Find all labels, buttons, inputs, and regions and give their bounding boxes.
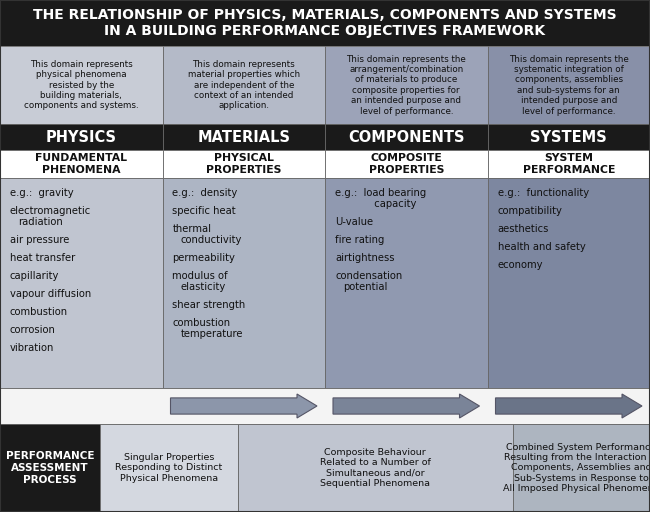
Text: PHYSICAL
PROPERTIES: PHYSICAL PROPERTIES [206,153,281,175]
Text: FUNDAMENTAL
PHENOMENA: FUNDAMENTAL PHENOMENA [35,153,127,175]
Bar [237,424,512,512]
Text: potential: potential [343,282,387,292]
Text: e.g.:  gravity: e.g.: gravity [10,188,73,198]
Bar [162,124,325,150]
Polygon shape [495,394,642,418]
Text: corrosion: corrosion [10,325,56,335]
Text: radiation: radiation [18,217,63,227]
Bar [0,388,650,424]
Bar [488,150,650,178]
Text: SYSTEMS: SYSTEMS [530,130,607,144]
Bar [0,0,650,46]
Text: health and safety: health and safety [497,242,585,252]
Bar [162,150,325,178]
Text: economy: economy [497,260,543,270]
Text: This domain represents the
systematic integration of
components, assemblies
and : This domain represents the systematic in… [509,54,629,116]
Text: PHYSICS: PHYSICS [46,130,117,144]
Text: Singular Properties
Responding to Distinct
Physical Phenomena: Singular Properties Responding to Distin… [115,453,222,483]
Text: elasticity: elasticity [181,282,226,292]
Bar [100,424,237,512]
Text: SYSTEM
PERFORMANCE: SYSTEM PERFORMANCE [523,153,615,175]
Text: This domain represents
physical phenomena
resisted by the
building materials,
co: This domain represents physical phenomen… [24,60,138,110]
Text: combustion: combustion [172,318,231,328]
Text: temperature: temperature [181,329,243,339]
Text: air pressure: air pressure [10,235,70,245]
Text: Composite Behaviour
Related to a Number of
Simultaneous and/or
Sequential Phenom: Composite Behaviour Related to a Number … [320,448,430,488]
Text: shear strength: shear strength [172,300,246,310]
Bar [325,124,488,150]
Text: Combined System Performance
Resulting from the Interaction of
Components, Assemb: Combined System Performance Resulting fr… [503,443,650,493]
Text: modulus of: modulus of [172,271,228,281]
Polygon shape [333,394,480,418]
Text: COMPONENTS: COMPONENTS [348,130,465,144]
Text: e.g.:  load bearing: e.g.: load bearing [335,188,426,198]
Bar [0,124,162,150]
Bar [325,46,488,124]
Text: vibration: vibration [10,343,55,353]
Text: condensation: condensation [335,271,402,281]
Bar [0,150,162,178]
Text: compatibility: compatibility [497,206,562,216]
Bar [0,178,162,388]
Bar [488,124,650,150]
Bar [488,46,650,124]
Text: aesthetics: aesthetics [497,224,549,234]
Text: airtightness: airtightness [335,253,395,263]
Bar [162,178,325,388]
Text: vapour diffusion: vapour diffusion [10,289,91,299]
Bar [0,46,162,124]
Text: e.g.:  functionality: e.g.: functionality [497,188,589,198]
Text: THE RELATIONSHIP OF PHYSICS, MATERIALS, COMPONENTS AND SYSTEMS
IN A BUILDING PER: THE RELATIONSHIP OF PHYSICS, MATERIALS, … [33,8,617,38]
Bar [162,46,325,124]
Text: fire rating: fire rating [335,235,384,245]
Text: MATERIALS: MATERIALS [197,130,291,144]
Text: capillarity: capillarity [10,271,59,281]
Text: conductivity: conductivity [181,235,242,245]
Text: U-value: U-value [335,217,373,227]
Text: heat transfer: heat transfer [10,253,75,263]
Text: PERFORMANCE
ASSESSMENT
PROCESS: PERFORMANCE ASSESSMENT PROCESS [6,452,94,484]
Bar [325,178,488,388]
Text: e.g.:  density: e.g.: density [172,188,238,198]
Text: This domain represents
material properties which
are independent of the
context : This domain represents material properti… [188,60,300,110]
Polygon shape [170,394,317,418]
Bar [0,424,100,512]
Bar [512,424,650,512]
Text: thermal: thermal [172,224,211,234]
Bar [488,178,650,388]
Bar [325,150,488,178]
Text: permeability: permeability [172,253,235,263]
Text: COMPOSITE
PROPERTIES: COMPOSITE PROPERTIES [369,153,444,175]
Text: specific heat: specific heat [172,206,236,216]
Text: electromagnetic: electromagnetic [10,206,91,216]
Text: capacity: capacity [343,199,417,209]
Text: combustion: combustion [10,307,68,317]
Text: This domain represents the
arrangement/combination
of materials to produce
compo: This domain represents the arrangement/c… [346,54,466,116]
